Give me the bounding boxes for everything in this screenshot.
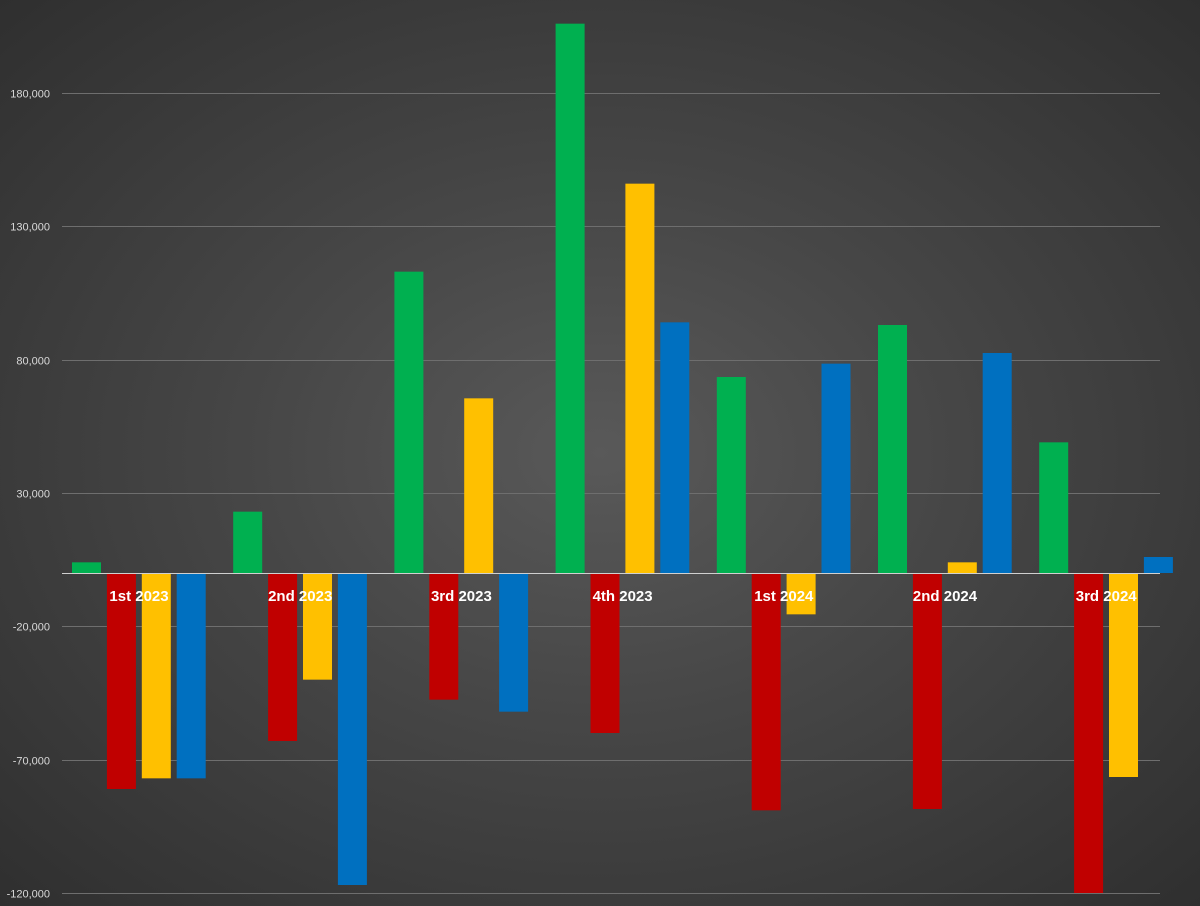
bars bbox=[72, 23, 1173, 893]
bar bbox=[625, 183, 655, 573]
bar bbox=[72, 562, 101, 573]
bar bbox=[1143, 557, 1173, 573]
bar bbox=[464, 398, 494, 573]
bar bbox=[947, 562, 977, 573]
bar bbox=[1109, 573, 1138, 777]
y-tick-label: -120,000 bbox=[7, 889, 50, 901]
x-category-label: 1st 2024 bbox=[754, 588, 814, 605]
bar bbox=[337, 573, 367, 885]
bar bbox=[233, 511, 263, 573]
bar bbox=[176, 573, 206, 779]
x-category-label: 3rd 2023 bbox=[431, 588, 492, 605]
x-category-label: 2nd 2024 bbox=[913, 588, 978, 605]
bar bbox=[303, 573, 332, 680]
bar bbox=[786, 573, 816, 615]
bar bbox=[660, 322, 690, 573]
x-category-label: 3rd 2024 bbox=[1076, 588, 1138, 605]
bar bbox=[716, 377, 746, 573]
bar bbox=[268, 573, 298, 741]
y-tick-label: 180,000 bbox=[10, 89, 50, 101]
x-category-label: 4th 2023 bbox=[593, 588, 653, 605]
bar bbox=[106, 573, 136, 789]
bar bbox=[499, 573, 529, 712]
x-category-label: 1st 2023 bbox=[109, 588, 168, 605]
bar bbox=[590, 573, 620, 733]
y-tick-label: -20,000 bbox=[13, 622, 50, 634]
y-tick-label: 130,000 bbox=[10, 222, 50, 234]
bar bbox=[394, 271, 424, 573]
bar bbox=[555, 23, 585, 573]
bar bbox=[821, 363, 851, 573]
y-tick-label: 30,000 bbox=[16, 489, 50, 501]
x-category-label: 2nd 2023 bbox=[268, 588, 332, 605]
bar bbox=[1039, 442, 1069, 573]
y-tick-label: -70,000 bbox=[13, 756, 50, 768]
bar bbox=[912, 573, 942, 809]
bar bbox=[429, 573, 459, 700]
y-tick-label: 80,000 bbox=[16, 356, 50, 368]
bar bbox=[982, 353, 1012, 573]
bar bbox=[141, 573, 171, 779]
category-labels: 1st 2023 2nd 2023 3rd 2023 4th 2023 1st 2024… bbox=[109, 588, 1137, 605]
y-axis-ticks: 180,000 130,000 80,000 30,000 -20,000 -70,000… bbox=[7, 89, 50, 901]
bar bbox=[751, 573, 781, 811]
bar bbox=[1074, 573, 1104, 893]
bar bbox=[878, 325, 907, 573]
